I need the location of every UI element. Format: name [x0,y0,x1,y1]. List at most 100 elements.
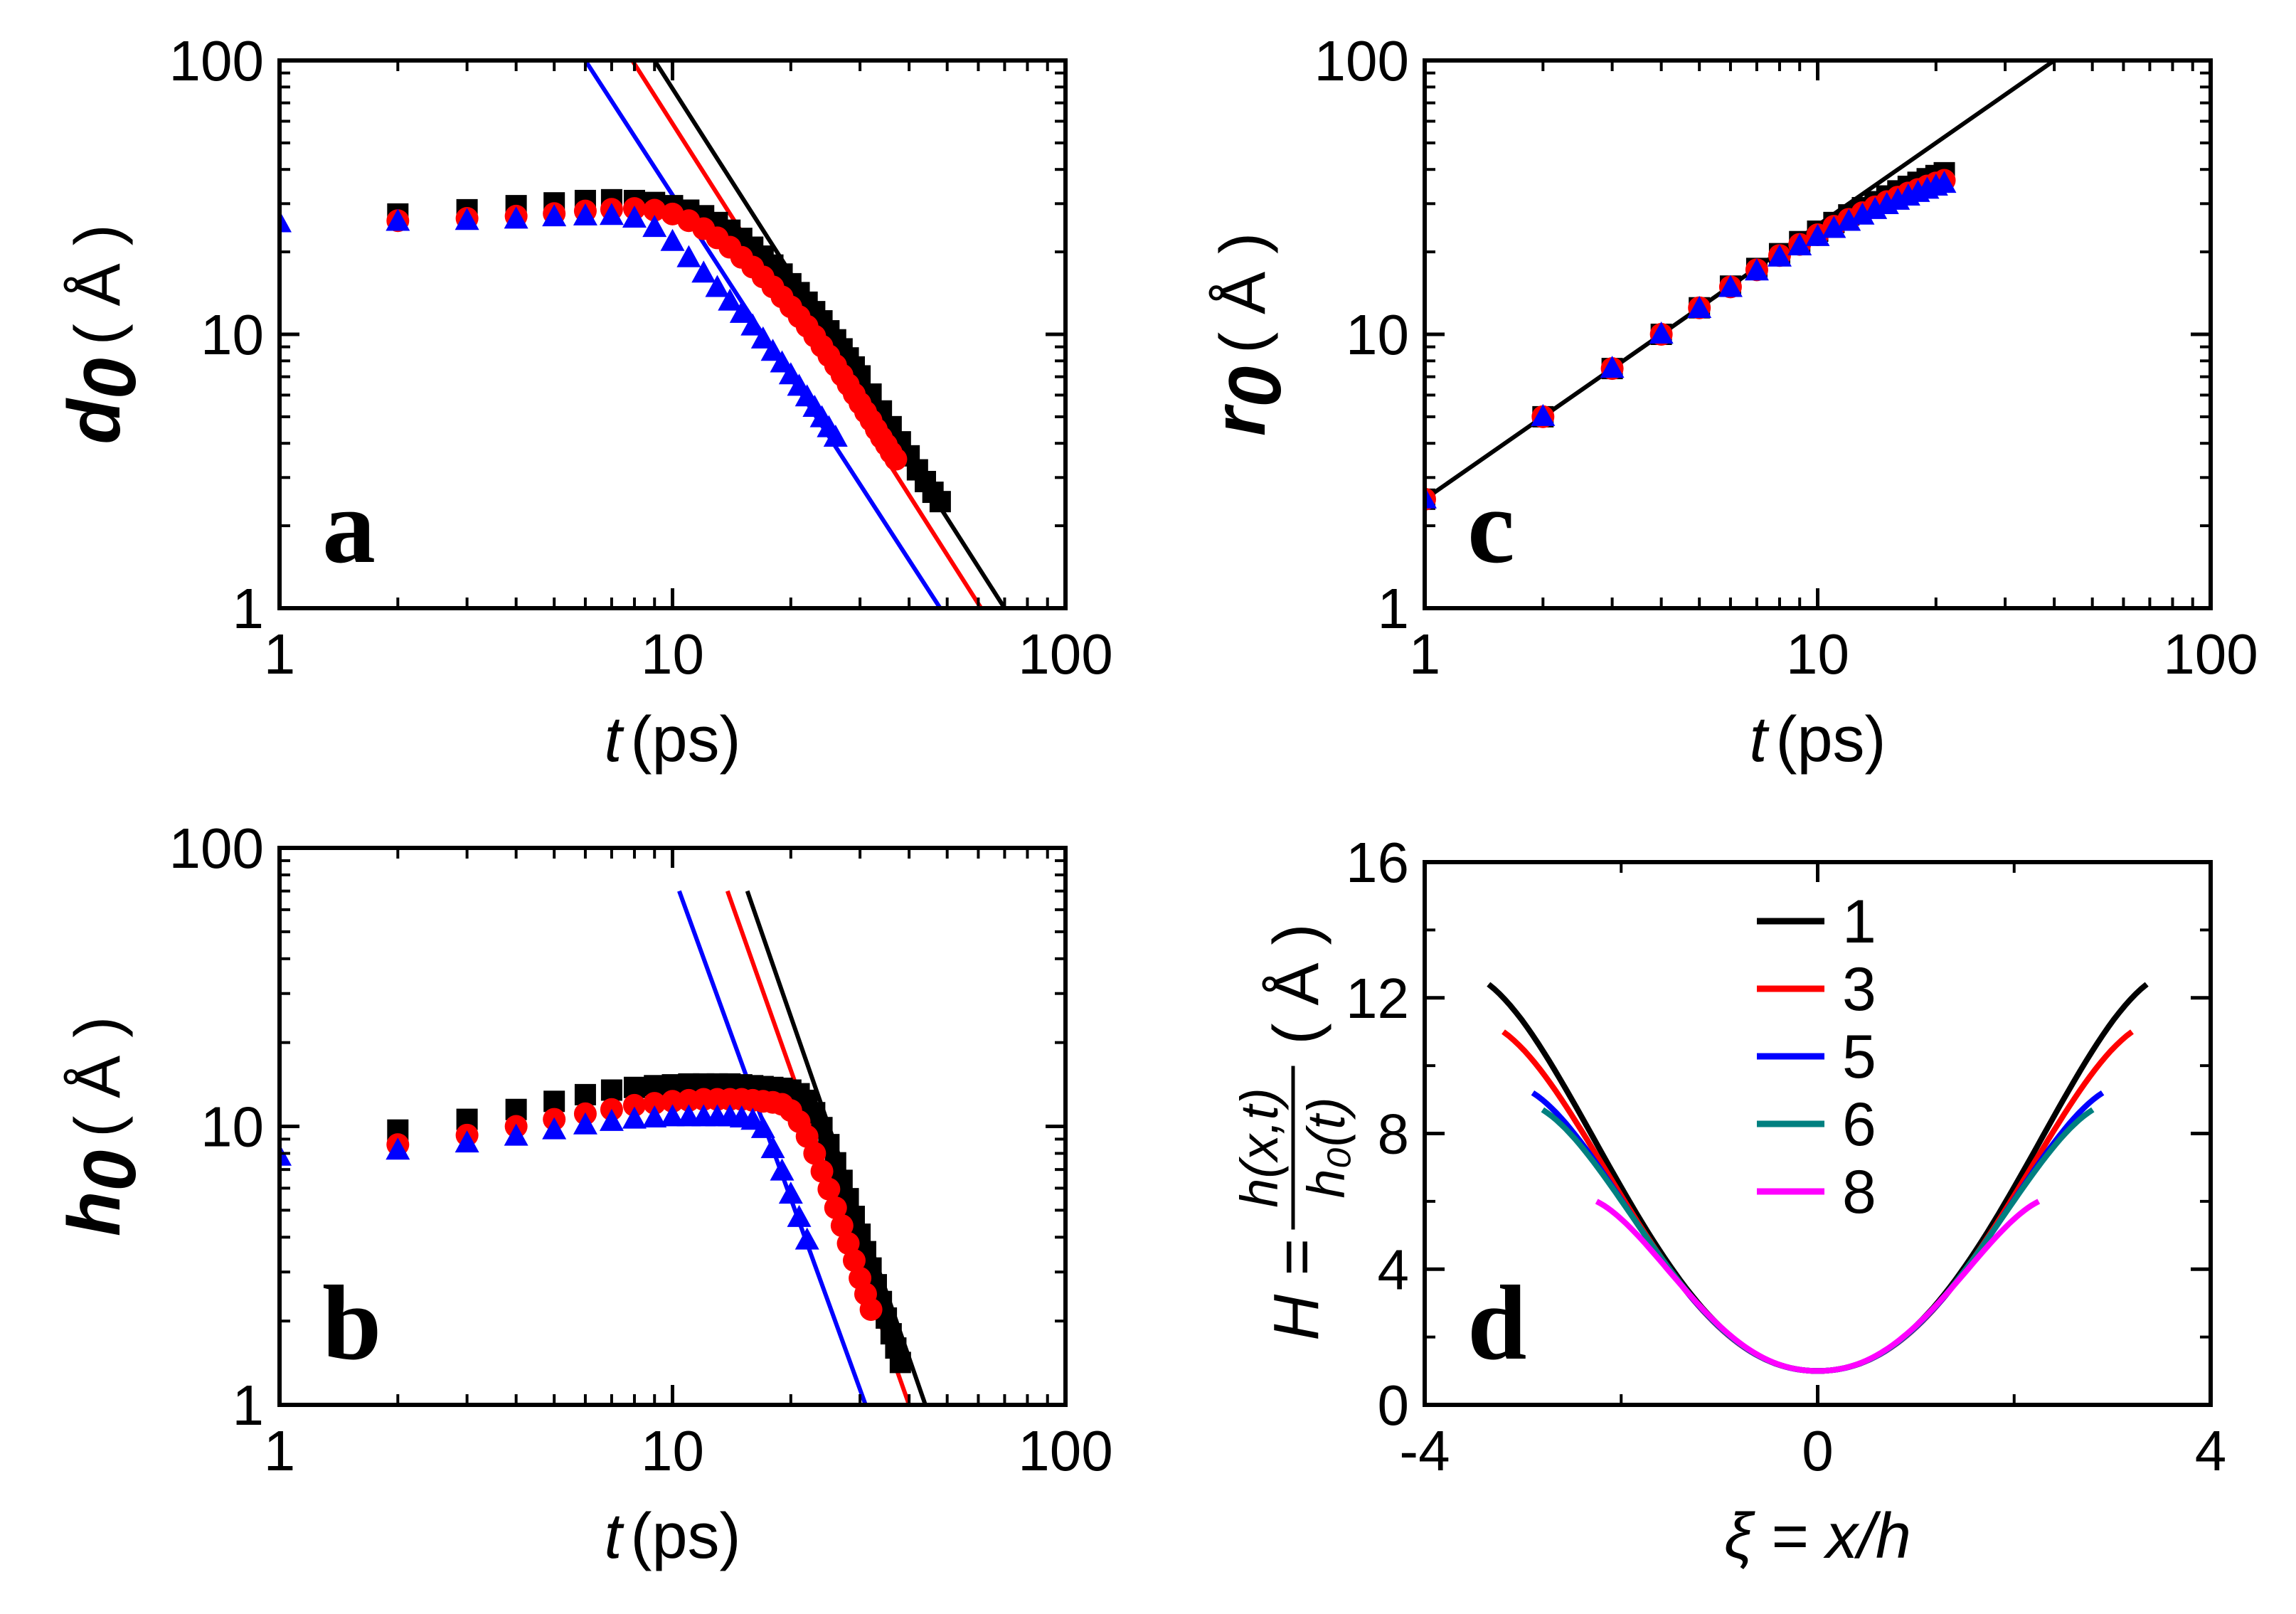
triangle-marker [823,425,848,447]
triangle-marker [1649,322,1674,344]
plot-area [280,60,1006,608]
triangle-marker [660,228,685,251]
x-tick-label: 1 [1409,622,1441,686]
y-axis-unit: ( Å ) [1208,233,1279,354]
triangle-marker [573,1112,597,1135]
plot-frame [277,58,1068,610]
triangle-marker [770,350,794,373]
x-tick-label: -4 [1399,1419,1450,1482]
profile-curve-5 [1531,1090,2105,1374]
y-axis-subscript: 0 [69,358,152,399]
x-axis-unit: (ps) [631,1501,741,1572]
y-axis-lhs: H = [1261,1239,1332,1341]
triangle-marker [280,210,292,233]
y-axis-symbol: d [53,398,136,445]
x-axis-label: t (ps) [604,1501,740,1572]
y-axis-label: h0 ( Å ) [53,1016,152,1236]
y-axis-denominator: h₀(t) [1297,1097,1356,1198]
y-axis-label: r0 ( Å ) [1199,233,1297,436]
triangle-marker [750,326,775,349]
x-axis-symbol: t [604,1501,625,1572]
y-axis-unit: ( Å ) [1261,924,1332,1045]
triangle-marker [1787,233,1812,255]
triangle-marker [622,1106,647,1129]
y-tick-label: 1 [233,577,265,640]
circle-marker [643,1092,666,1115]
data-series-triangle [280,1104,819,1250]
y-tick-label: 0 [1378,1374,1410,1437]
panel-label: c [1467,467,1515,585]
square-marker [889,1352,911,1374]
circle-marker [824,1196,847,1219]
y-tick-label: 100 [1314,29,1409,92]
x-tick-label: 0 [1802,1419,1834,1482]
circle-marker [830,1214,854,1238]
x-axis-unit: (ps) [631,704,741,775]
y-axis-symbol: r [1199,403,1281,436]
x-axis-symbol: t [604,704,625,775]
triangle-marker [778,1182,803,1204]
triangle-marker [729,300,754,323]
triangle-marker [705,275,730,297]
triangle-marker [455,208,479,230]
triangle-marker [676,245,701,267]
legend-label: 6 [1842,1090,1876,1159]
y-axis-label: H = h(x,t) h₀(t) ( Å ) [1230,924,1356,1341]
panel-a-d0-vs-t: 11 10 10 100 100 t (ps) d0 ( Å ) a [53,29,1113,775]
y-axis-subscript: 0 [1214,366,1297,408]
triangle-marker [1425,486,1437,509]
triangle-marker [760,339,785,361]
triangle-marker [787,1204,812,1227]
triangle-marker [455,1130,479,1153]
plot-area [280,890,928,1405]
plot-frame [1423,860,2213,1407]
y-axis-unit: ( Å ) [63,1016,134,1137]
triangle-marker [691,260,716,283]
plot-area [1487,982,2149,1374]
circle-marker [661,1090,684,1113]
x-axis-symbol: t [1749,704,1770,775]
triangle-marker [1932,171,1957,193]
y-tick-label: 4 [1378,1238,1410,1301]
triangle-marker [760,1136,785,1159]
profile-curve-8 [1595,1199,2041,1374]
triangle-marker [1822,216,1846,238]
square-marker [574,1083,596,1105]
x-tick-label: 10 [1786,622,1849,686]
x-tick-label: 1 [264,622,296,686]
x-axis-label: ξ = x/h [1724,1501,1911,1572]
triangle-marker [386,1137,410,1160]
legend-label: 1 [1842,888,1876,956]
x-tick-label: 100 [1018,1419,1112,1482]
triangle-marker [794,1227,819,1250]
y-axis-label: d0 ( Å ) [53,224,152,444]
legend-label: 5 [1842,1023,1876,1091]
y-tick-label: 10 [201,1095,264,1159]
x-tick-label: 100 [2163,622,2258,686]
legend-label: 8 [1842,1158,1876,1226]
y-axis-unit: ( Å ) [63,224,134,345]
x-tick-label: 4 [2195,1419,2227,1482]
data-series-circle [1425,169,1956,511]
x-tick-label: 1 [264,1419,296,1482]
triangle-marker [573,203,597,225]
triangle-marker [718,288,743,311]
triangle-marker [542,1117,567,1140]
triangle-marker [622,206,647,228]
triangle-marker [1744,258,1769,281]
triangle-marker [504,206,528,229]
x-axis-label: t (ps) [1749,704,1886,775]
panel-c-r0-vs-t: 11 10 10 100 100 t (ps) r0 ( Å ) c [1199,29,2258,775]
triangle-marker [1531,403,1556,426]
panel-label: a [322,467,376,585]
y-tick-label: 12 [1346,967,1409,1030]
x-axis-unit: (ps) [1776,704,1886,775]
triangle-marker [740,313,765,336]
circle-marker [817,1177,841,1201]
square-marker [600,1079,622,1101]
triangle-marker [642,215,667,238]
triangle-marker [1837,208,1861,231]
triangle-marker [642,1105,667,1127]
